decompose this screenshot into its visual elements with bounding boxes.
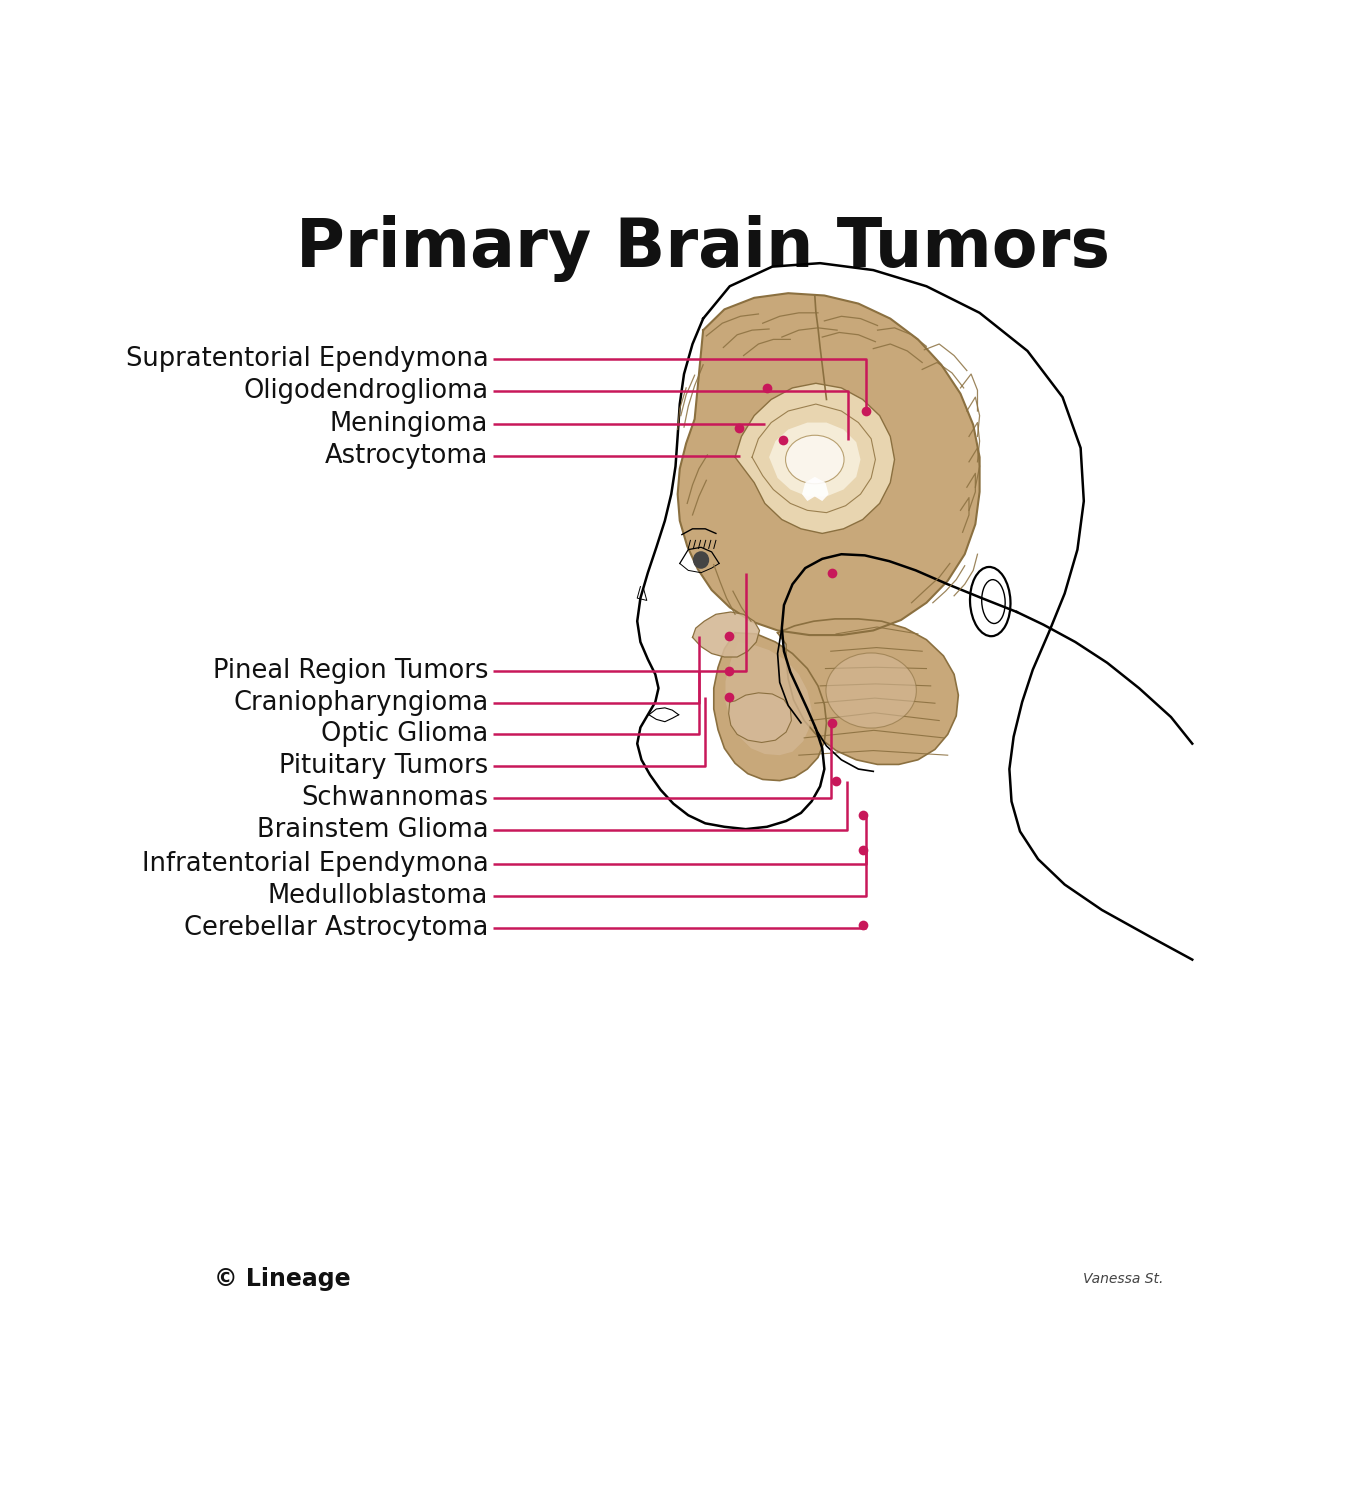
Polygon shape bbox=[713, 633, 826, 780]
Ellipse shape bbox=[786, 435, 844, 484]
Ellipse shape bbox=[826, 652, 916, 728]
Text: Brainstem Glioma: Brainstem Glioma bbox=[257, 818, 488, 843]
Text: Optic Glioma: Optic Glioma bbox=[321, 722, 488, 747]
Polygon shape bbox=[726, 642, 812, 754]
Text: Supratentorial Ependymona: Supratentorial Ependymona bbox=[126, 346, 488, 372]
Text: Astrocytoma: Astrocytoma bbox=[325, 442, 488, 470]
Text: Pituitary Tumors: Pituitary Tumors bbox=[279, 753, 488, 778]
Polygon shape bbox=[778, 620, 958, 765]
Circle shape bbox=[694, 552, 708, 568]
Polygon shape bbox=[770, 423, 860, 496]
Polygon shape bbox=[803, 477, 829, 501]
Text: Vanessa St.: Vanessa St. bbox=[1083, 1272, 1163, 1287]
Text: Meningioma: Meningioma bbox=[331, 411, 488, 436]
Polygon shape bbox=[693, 612, 760, 657]
Text: Primary Brain Tumors: Primary Brain Tumors bbox=[296, 214, 1110, 282]
Text: Schwannomas: Schwannomas bbox=[302, 784, 488, 812]
Polygon shape bbox=[735, 384, 895, 534]
Text: Cerebellar Astrocytoma: Cerebellar Astrocytoma bbox=[184, 915, 488, 942]
Text: Infratentorial Ependymona: Infratentorial Ependymona bbox=[141, 850, 488, 877]
Text: Medulloblastoma: Medulloblastoma bbox=[268, 884, 488, 909]
Text: Oligodendroglioma: Oligodendroglioma bbox=[243, 378, 488, 405]
Polygon shape bbox=[678, 292, 980, 634]
Polygon shape bbox=[729, 693, 792, 742]
Text: © Lineage: © Lineage bbox=[214, 1268, 351, 1292]
Text: Pineal Region Tumors: Pineal Region Tumors bbox=[213, 658, 488, 684]
Polygon shape bbox=[752, 404, 875, 513]
Text: Craniopharyngioma: Craniopharyngioma bbox=[233, 690, 488, 715]
